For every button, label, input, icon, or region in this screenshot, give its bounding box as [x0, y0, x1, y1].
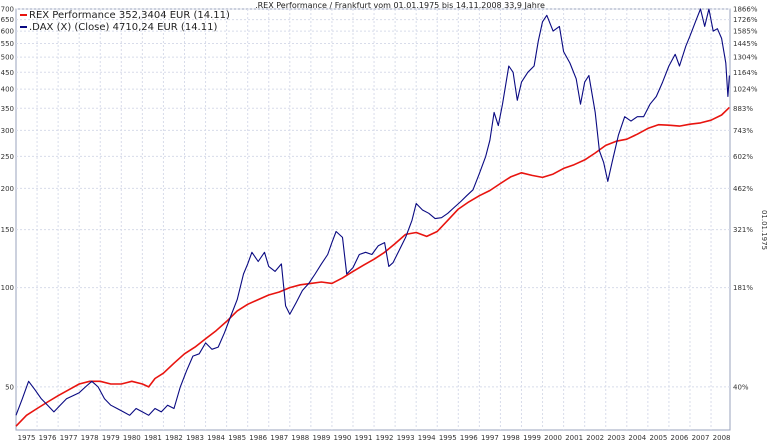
x-tick-label: 1982 [165, 434, 183, 442]
x-tick-label: 1993 [397, 434, 415, 442]
right-tick-label: 321% [733, 226, 753, 234]
right-axis: 1866% 1726% 1585% 1445% 1304% 1164% 1024% 883% 7… [733, 6, 758, 392]
x-tick-label: 1987 [270, 434, 288, 442]
dax-series-line [15, 8, 730, 416]
right-tick-label: 40% [733, 383, 749, 391]
y-tick-label: 650 [1, 16, 14, 24]
right-tick-label: 1585% [733, 28, 758, 36]
y-tick-label: 550 [1, 40, 14, 48]
y-tick-label: 500 [1, 54, 14, 62]
x-tick-label: 2006 [671, 434, 689, 442]
right-tick-label: 181% [733, 284, 753, 292]
x-axis: 1975 1976 1977 1978 1979 1980 1981 1982 1983 1984… [18, 434, 731, 442]
x-tick-label: 1986 [249, 434, 267, 442]
legend-label: REX Performance 352,3404 EUR (14.11) [29, 10, 230, 21]
x-tick-label: 2004 [628, 434, 646, 442]
y-tick-label: 450 [1, 69, 14, 77]
y-tick-label: 600 [1, 28, 14, 36]
right-tick-label: 1445% [733, 40, 758, 48]
x-tick-label: 1994 [418, 434, 436, 442]
x-tick-label: 1985 [228, 434, 246, 442]
series-layer [15, 8, 730, 427]
plot-area [15, 8, 731, 431]
x-tick-label: 2000 [544, 434, 562, 442]
x-tick-label: 1976 [39, 434, 57, 442]
y-tick-label: 300 [1, 127, 14, 135]
x-tick-label: 1999 [523, 434, 541, 442]
x-tick-label: 2005 [649, 434, 667, 442]
x-tick-label: 1975 [18, 434, 36, 442]
right-tick-label: 602% [733, 153, 753, 161]
right-tick-label: 1164% [733, 69, 758, 77]
right-tick-label: 462% [733, 185, 753, 193]
x-tick-label: 1989 [312, 434, 330, 442]
x-tick-label: 1978 [81, 434, 99, 442]
x-tick-label: 2003 [607, 434, 625, 442]
right-tick-label: 1726% [733, 16, 758, 24]
x-tick-label: 1992 [376, 434, 394, 442]
x-tick-label: 1996 [460, 434, 478, 442]
y-tick-label: 200 [1, 185, 14, 193]
rex-series-line [15, 106, 730, 427]
x-tick-label: 1997 [481, 434, 499, 442]
x-tick-label: 2002 [586, 434, 604, 442]
y-tick-label: 100 [1, 284, 14, 292]
x-tick-label: 1980 [123, 434, 141, 442]
y-tick-label: 50 [5, 383, 14, 391]
right-tick-label: 1304% [733, 54, 758, 62]
x-tick-label: 2007 [692, 434, 710, 442]
x-tick-label: 1991 [355, 434, 373, 442]
x-tick-label: 1979 [102, 434, 120, 442]
right-axis-label: 01.01.1975 [760, 210, 768, 250]
x-tick-label: 1998 [502, 434, 520, 442]
right-tick-label: 743% [733, 127, 753, 135]
x-tick-label: 1995 [439, 434, 457, 442]
x-tick-label: 1984 [207, 434, 225, 442]
left-axis: 50 100 150 200 250 300 350 400 450 500 550 600 650 70… [1, 6, 14, 392]
x-tick-label: 1988 [291, 434, 309, 442]
right-tick-label: 1866% [733, 6, 758, 14]
x-tick-label: 2001 [565, 434, 583, 442]
right-tick-label: 883% [733, 105, 753, 113]
y-tick-label: 700 [1, 6, 14, 14]
y-tick-label: 250 [1, 153, 14, 161]
x-tick-label: 1977 [60, 434, 78, 442]
right-tick-label: 1024% [733, 86, 758, 94]
grid [16, 8, 730, 430]
y-tick-label: 400 [1, 86, 14, 94]
y-tick-label: 350 [1, 105, 14, 113]
y-tick-label: 150 [1, 226, 14, 234]
x-tick-label: 1990 [334, 434, 352, 442]
x-tick-label: 1981 [144, 434, 162, 442]
legend-label: .DAX (X) (Close) 4710,24 EUR (14.11) [29, 22, 217, 33]
chart-title: .REX Performance / Frankfurt vom 01.01.1… [255, 1, 545, 10]
legend: REX Performance 352,3404 EUR (14.11).DAX… [20, 10, 230, 33]
x-tick-label: 2008 [713, 434, 731, 442]
x-tick-label: 1983 [186, 434, 204, 442]
